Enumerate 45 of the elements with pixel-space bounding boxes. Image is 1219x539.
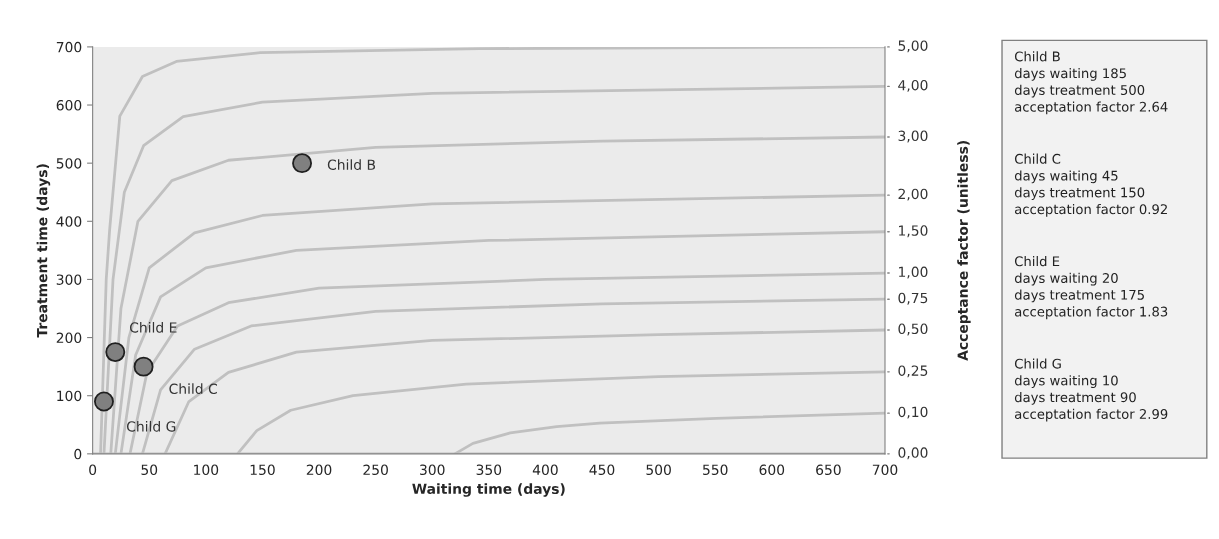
series-label: 1,00 bbox=[899, 266, 928, 279]
x-tick-label: 600 bbox=[759, 464, 785, 476]
x-tick-label: 50 bbox=[141, 464, 158, 476]
series-label: 4,00 bbox=[898, 79, 928, 92]
y-tick-label: 200 bbox=[56, 332, 82, 344]
annotation: Child E bbox=[129, 321, 177, 333]
x-tick-label: 300 bbox=[420, 464, 445, 476]
y-tick-label: 300 bbox=[56, 274, 82, 285]
y-tick-label: 500 bbox=[56, 158, 82, 169]
x-tick-label: 700 bbox=[872, 464, 898, 476]
series-label: 0,10 bbox=[898, 406, 928, 419]
x-tick-label: 550 bbox=[703, 464, 728, 476]
x-tick-label: 450 bbox=[589, 464, 615, 476]
y-tick-label: 100 bbox=[57, 390, 82, 402]
series-label: 5,00 bbox=[898, 40, 928, 53]
annotation: Child C bbox=[169, 383, 217, 395]
y-tick-label: 400 bbox=[56, 216, 82, 227]
series-label: 0,25 bbox=[898, 365, 928, 378]
series-label: 1,50 bbox=[899, 225, 928, 238]
annotation: Child B bbox=[327, 159, 376, 170]
text: Child E days waiting 20 days treatment 175 acceptation factor 1.83 bbox=[1014, 256, 1168, 320]
y-tick-label: 600 bbox=[56, 100, 82, 111]
y-tick-label: 700 bbox=[56, 41, 82, 53]
x-tick-label: 200 bbox=[306, 464, 332, 476]
series-label: 0,75 bbox=[898, 292, 928, 305]
x-tick-label: 650 bbox=[816, 464, 841, 476]
x-tick-label: 0 bbox=[89, 464, 97, 476]
text: Child G days waiting 10 days treatment 90 acceptation factor 2.99 bbox=[1014, 358, 1168, 422]
x-tick-label: 250 bbox=[363, 464, 388, 476]
x-axis-title: Waiting time (days) bbox=[412, 483, 565, 497]
series-label: 3,00 bbox=[898, 130, 928, 143]
x-tick-label: 150 bbox=[250, 464, 275, 476]
series-label: 2,00 bbox=[898, 188, 928, 201]
text: Child B days waiting 185 days treatment 500 acceptation factor 2.64 bbox=[1014, 51, 1168, 115]
y-axis-title: Treatment time (days) bbox=[36, 164, 51, 338]
x-tick-label: 100 bbox=[194, 464, 219, 476]
x-tick-label: 350 bbox=[476, 464, 502, 476]
annotation: Child G bbox=[126, 420, 176, 432]
y2-axis-title: Acceptance factor (unitless) bbox=[957, 141, 971, 361]
x-tick-label: 500 bbox=[646, 464, 671, 476]
x-tick-label: 400 bbox=[532, 464, 558, 476]
text: Child C days waiting 45 days treatment 150 acceptation factor 0.92 bbox=[1014, 153, 1167, 217]
y-tick-label: 0 bbox=[74, 448, 82, 460]
series-label: 0,50 bbox=[898, 323, 928, 336]
series-label: 0,00 bbox=[898, 447, 928, 460]
